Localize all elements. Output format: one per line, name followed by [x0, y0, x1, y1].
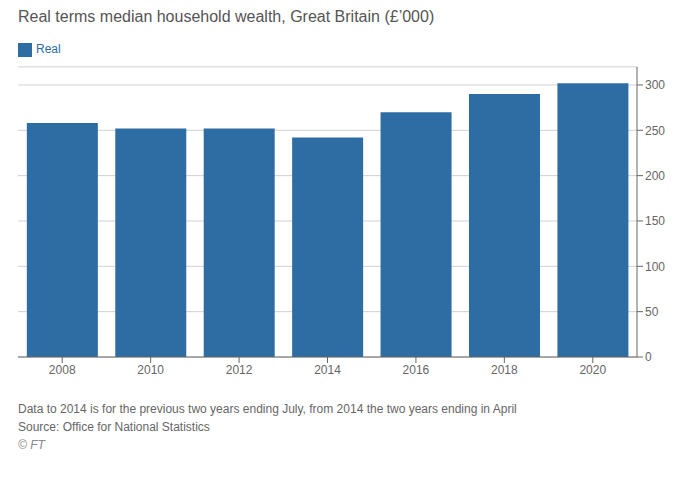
svg-text:100: 100	[645, 260, 665, 274]
svg-text:0: 0	[645, 350, 652, 364]
svg-text:2012: 2012	[226, 363, 253, 377]
svg-text:300: 300	[645, 78, 665, 92]
svg-text:2010: 2010	[137, 363, 164, 377]
svg-text:2008: 2008	[49, 363, 76, 377]
html-text:Data to 2014 is for the previo: Data to 2014 is for the previous two yea…	[18, 402, 517, 416]
svg-text:150: 150	[645, 214, 665, 228]
svg-text:2018: 2018	[491, 363, 518, 377]
html-text:© FT: © FT	[18, 438, 45, 452]
html-text:Real terms median household we: Real terms median household wealth, Grea…	[18, 8, 435, 25]
svg-text:2020: 2020	[579, 363, 606, 377]
svg-text:50: 50	[645, 305, 659, 319]
svg-text:250: 250	[645, 124, 665, 138]
html-text:Source: Office for National St: Source: Office for National Statistics	[18, 420, 210, 434]
svg-text:2014: 2014	[314, 363, 341, 377]
svg-text:2016: 2016	[403, 363, 430, 377]
svg-text:200: 200	[645, 169, 665, 183]
html-text:Real: Real	[36, 42, 61, 56]
